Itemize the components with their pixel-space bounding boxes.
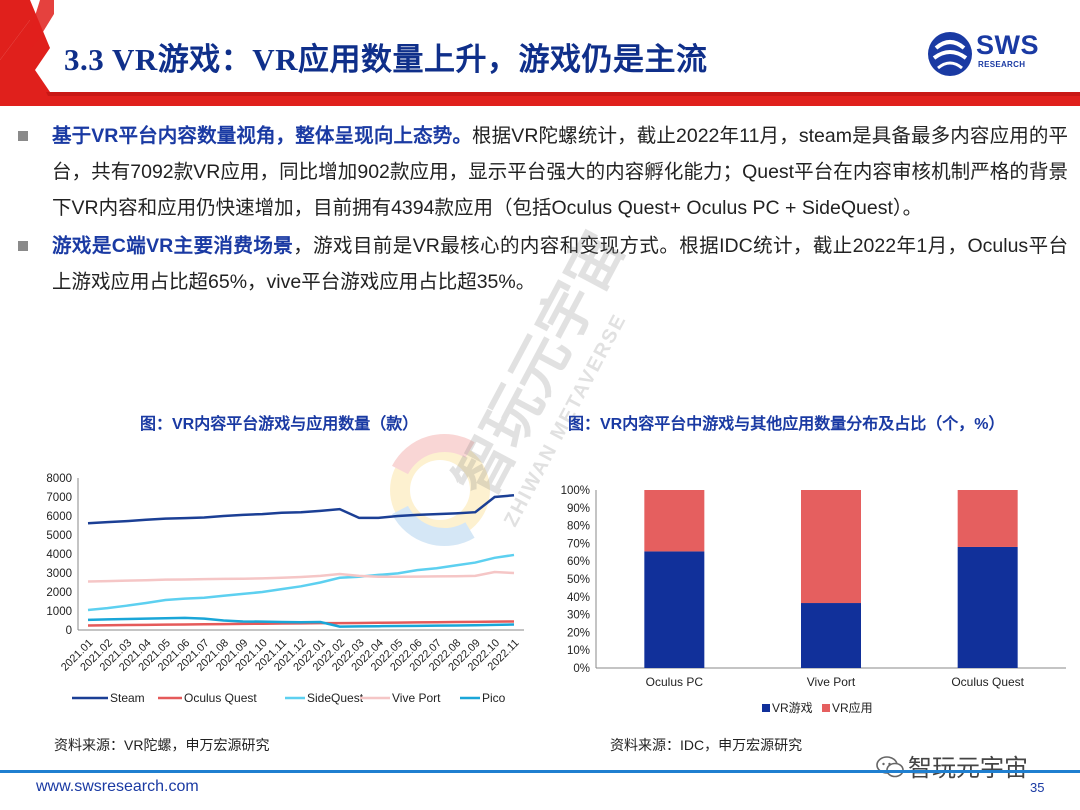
x-category-label: Oculus PC — [646, 675, 704, 689]
wechat-icon — [876, 756, 904, 778]
y-tick-label: 90% — [567, 503, 590, 515]
series-line-vive-port — [87, 570, 515, 583]
y-tick-label: 40% — [567, 592, 590, 604]
y-tick-label: 70% — [567, 538, 590, 550]
bullet-text: 根据VR陀螺统计，截止2022年11月，steam是具备最多内容应用的平台，共有… — [52, 125, 1068, 219]
wechat-account-name: 智玩元宇宙 — [908, 754, 1028, 782]
series-line-pico — [87, 616, 515, 628]
right-chart-caption: 图：VR内容平台中游戏与其他应用数量分布及占比（个，%） — [568, 416, 1005, 433]
x-category-label: Vive Port — [807, 675, 856, 689]
y-tick-label: 50% — [567, 574, 590, 586]
wechat-badge: 智玩元宇宙 — [876, 748, 1028, 783]
stacked-bar-chart: 0% 10% 20% 30% 40% 50% 60% 70% 80% 90% 100% Oculus … — [561, 485, 1066, 715]
y-tick-label: 8000 — [46, 473, 72, 485]
bar-segment-vr-games — [644, 551, 705, 668]
logo-subtext: RESEARCH — [978, 60, 1026, 69]
y-tick-label: 6000 — [46, 511, 72, 523]
bullet-bold-lead: 游戏是C端VR主要消费场景 — [52, 235, 294, 257]
y-tick-label: 80% — [567, 521, 590, 533]
footer-website-link[interactable]: www.swsresearch.com — [36, 778, 199, 795]
legend-label: Oculus Quest — [184, 691, 257, 705]
y-tick-label: 4000 — [46, 549, 72, 561]
legend-label: Steam — [110, 691, 145, 705]
bar-segment-vr-apps — [957, 490, 1018, 547]
bullet-bold-lead: 基于VR平台内容数量视角，整体呈现向上态势。 — [52, 125, 473, 147]
y-tick-label: 20% — [567, 627, 590, 639]
y-tick-label: 60% — [567, 556, 590, 568]
y-tick-label: 0 — [66, 625, 72, 637]
legend-label: VR游戏 — [772, 701, 813, 715]
series-line-sidequest — [87, 553, 515, 612]
footer-divider — [0, 770, 1080, 773]
x-category-label: Oculus Quest — [951, 675, 1024, 689]
sws-logo-icon — [928, 32, 972, 76]
legend-label: SideQuest — [307, 691, 364, 705]
logo-text: SWS — [976, 30, 1040, 60]
header-decoration — [0, 0, 1080, 106]
y-tick-label: 5000 — [46, 530, 72, 542]
y-tick-label: 30% — [567, 610, 590, 622]
sws-logo: SWS RESEARCH — [926, 28, 1056, 80]
bar-segment-vr-games — [801, 603, 861, 668]
y-tick-label: 0% — [573, 663, 590, 675]
legend-label: Pico — [482, 691, 506, 705]
legend-label: Vive Port — [392, 691, 441, 705]
header: 3.3 VR游戏：VR应用数量上升，游戏仍是主流 SWS RESEARCH — [0, 0, 1080, 106]
bullet-list: 基于VR平台内容数量视角，整体呈现向上态势。根据VR陀螺统计，截止2022年11… — [18, 118, 1068, 302]
bullet-item: 游戏是C端VR主要消费场景，游戏目前是VR最核心的内容和变现方式。根据IDC统计… — [18, 228, 1068, 300]
left-source-note: 资料来源：VR陀螺，申万宏源研究 — [54, 737, 270, 753]
left-chart-caption: 图：VR内容平台游戏与应用数量（款） — [140, 416, 419, 433]
bar-segment-vr-apps — [801, 490, 861, 604]
legend-swatch — [762, 704, 770, 712]
y-tick-label: 1000 — [46, 606, 72, 618]
legend-swatch — [822, 704, 830, 712]
y-tick-label: 3000 — [46, 568, 72, 580]
bar-segment-vr-games — [957, 546, 1018, 668]
right-source-note: 资料来源：IDC，申万宏源研究 — [610, 737, 803, 753]
bullet-item: 基于VR平台内容数量视角，整体呈现向上态势。根据VR陀螺统计，截止2022年11… — [18, 118, 1068, 226]
bar-segment-vr-apps — [644, 490, 705, 552]
legend-label: VR应用 — [832, 700, 873, 715]
y-tick-label: 2000 — [46, 587, 72, 599]
bullet-text: ，游戏目前是VR最核心的内容和变现方式。根据IDC统计，截止2022年1月，Oc… — [52, 235, 1069, 293]
series-line-steam — [87, 494, 515, 525]
y-tick-label: 10% — [567, 645, 590, 657]
bullet-square-icon — [18, 131, 28, 141]
page-number: 35 — [1030, 780, 1045, 795]
page-title: 3.3 VR游戏：VR应用数量上升，游戏仍是主流 — [64, 42, 708, 77]
y-tick-label: 100% — [561, 485, 590, 497]
y-tick-label: 7000 — [46, 492, 72, 504]
line-chart: 0100020003000400050006000700080002021.01… — [46, 473, 524, 705]
bullet-square-icon — [18, 241, 28, 251]
